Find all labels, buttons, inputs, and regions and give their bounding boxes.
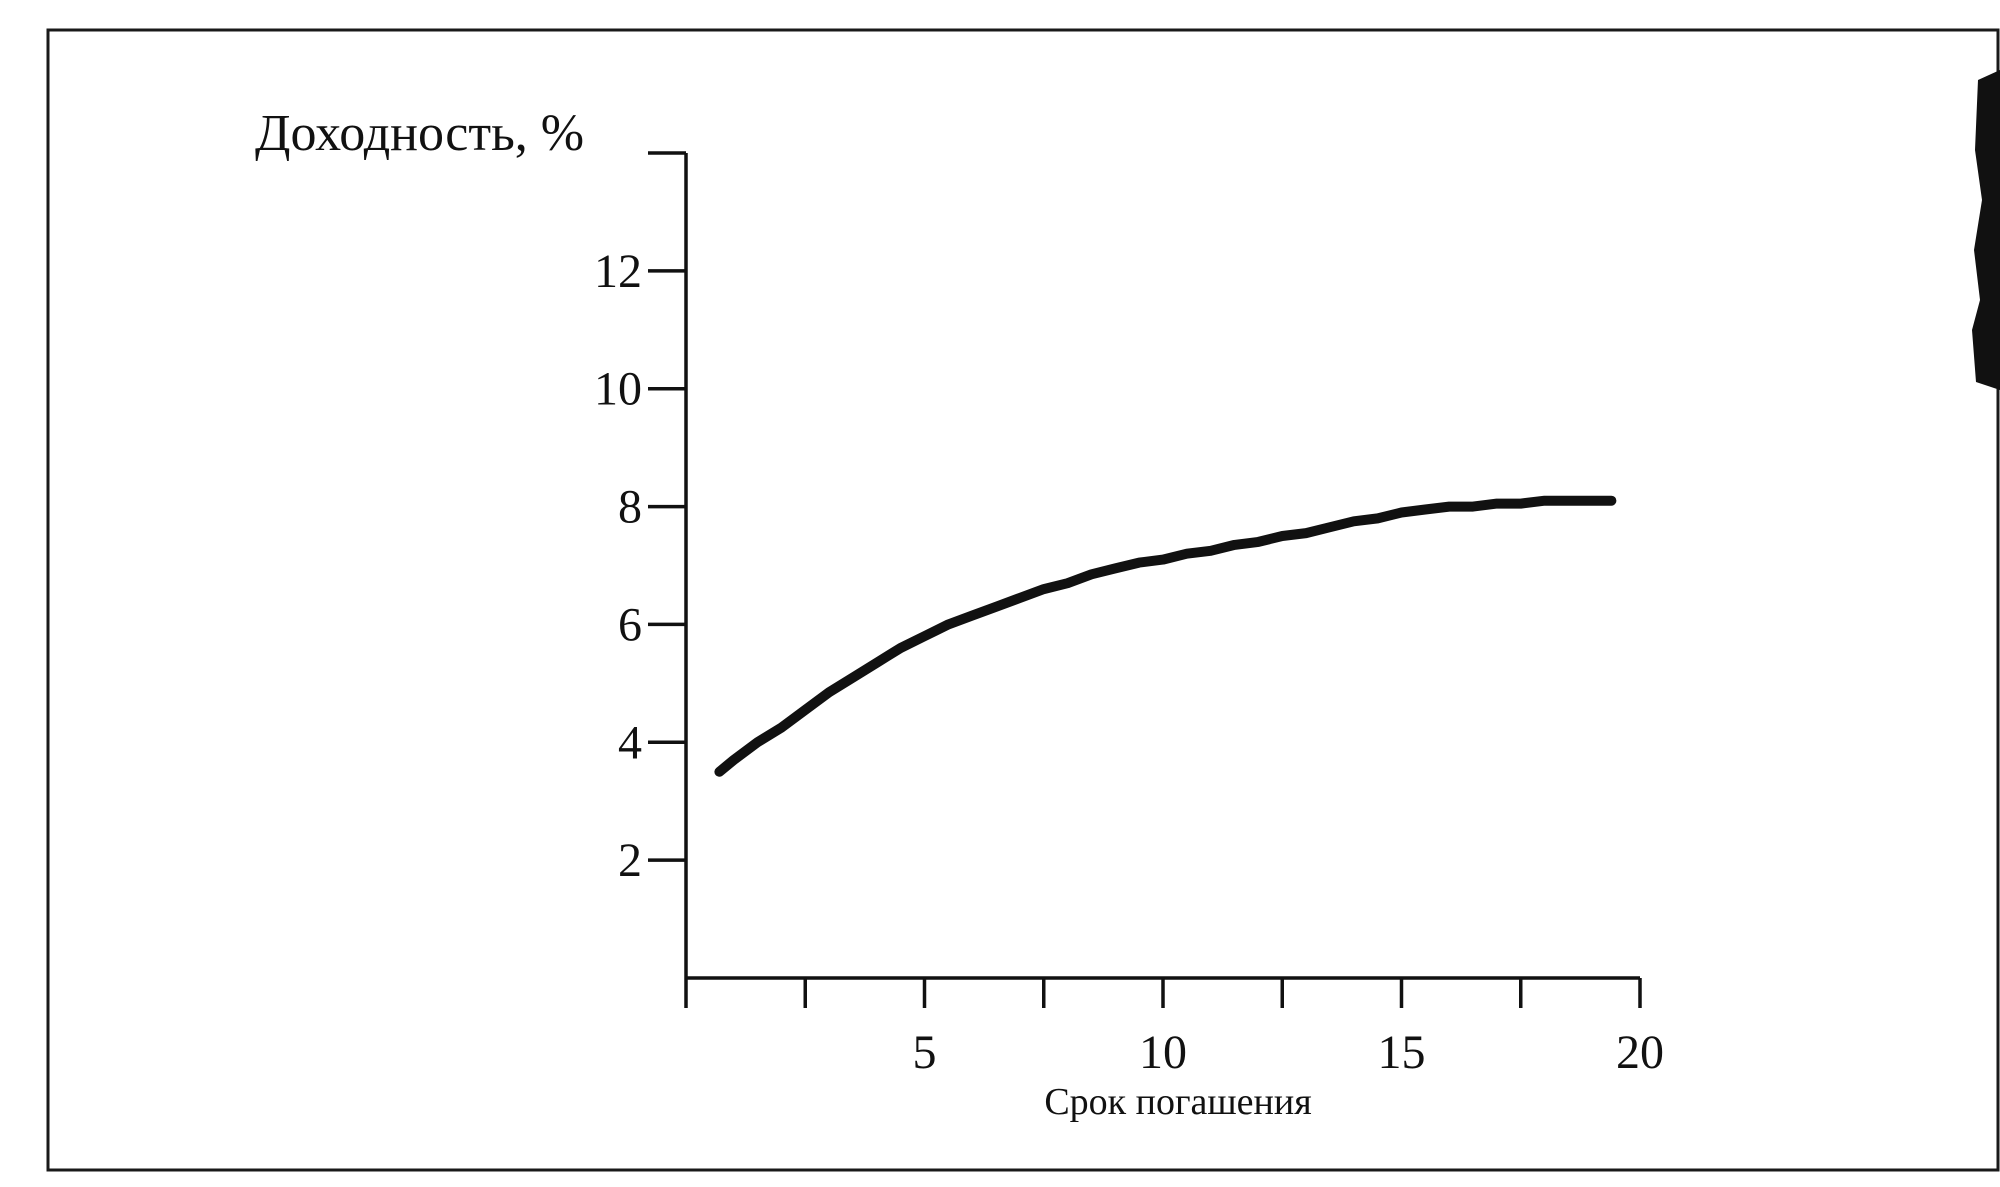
tick-labels: 2 4 6 8 10 12 5 10 15 20 [594, 245, 1664, 1079]
data-series [714, 495, 1617, 777]
x-tick-label: 10 [1139, 1026, 1187, 1079]
y-tick-label: 4 [618, 716, 642, 769]
x-tick-label: 15 [1378, 1026, 1426, 1079]
y-tick-label: 8 [618, 481, 642, 534]
x-tick-label: 20 [1616, 1026, 1664, 1079]
scan-edge-smudge [1972, 70, 2000, 390]
y-tick-label: 10 [594, 363, 642, 416]
ticks [648, 151, 1642, 1008]
y-axis-title: Доходность, % [255, 105, 584, 162]
y-tick-label: 6 [618, 598, 642, 651]
y-tick-label: 12 [594, 245, 642, 298]
page-frame [46, 28, 2000, 1172]
yield-curve-line [714, 495, 1617, 777]
y-tick-label: 2 [618, 834, 642, 887]
x-tick-label: 5 [913, 1026, 937, 1079]
axes [684, 153, 1640, 980]
x-axis-title: Срок погашения [1044, 1081, 1311, 1123]
